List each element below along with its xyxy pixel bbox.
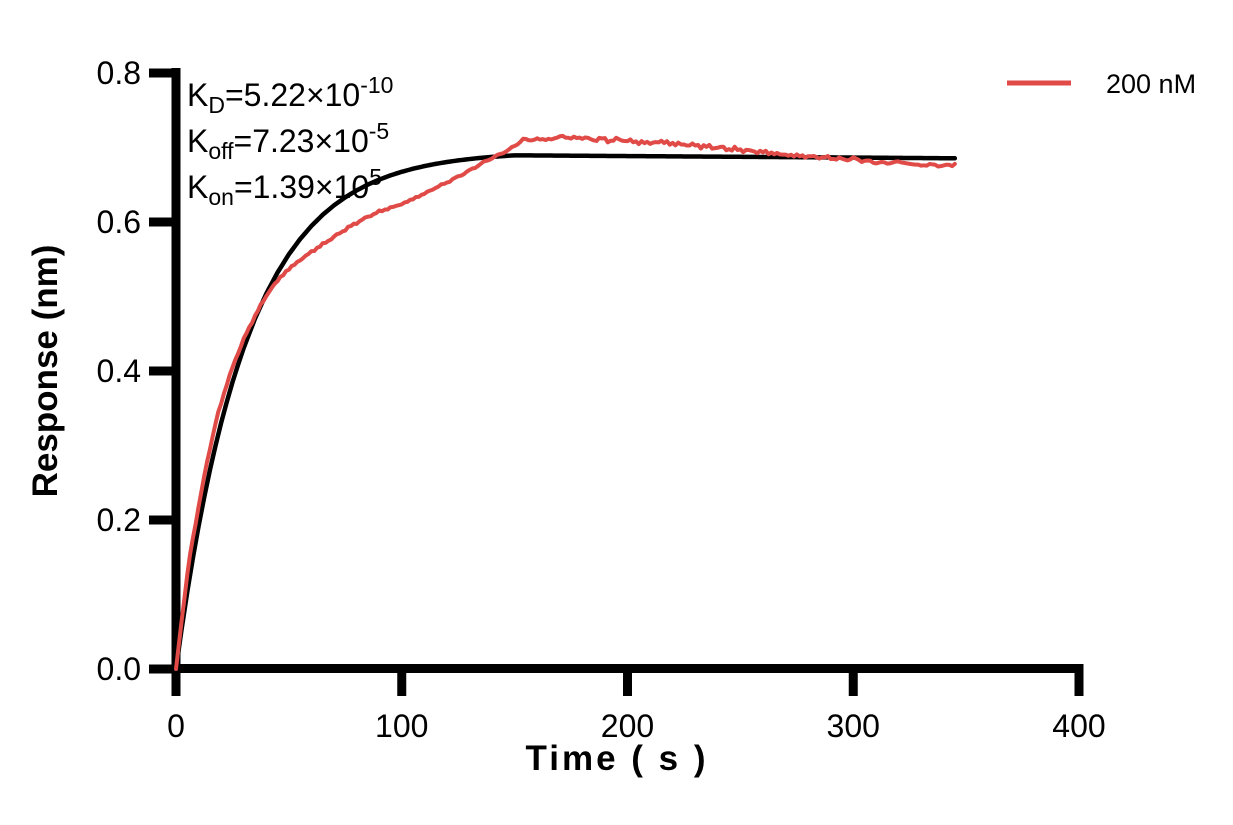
measured-curve-200nM (174, 133, 957, 671)
data-series (173, 133, 958, 672)
y-tick-label: 0.2 (97, 502, 141, 538)
y-tick-label: 0.8 (97, 55, 141, 91)
x-tick-label: 400 (1052, 708, 1105, 744)
y-tick-label: 0.0 (97, 651, 141, 687)
legend-label: 200 nM (1106, 69, 1196, 99)
y-axis-title: Response (nm) (26, 245, 65, 498)
axes: 0 100 200 300 400 0.0 0.2 0.4 0.6 0.8 (97, 55, 1106, 744)
x-tick-label: 100 (375, 708, 428, 744)
kinetic-constant-line: Kon=1.39×105 (187, 164, 382, 210)
y-tick-label: 0.4 (97, 353, 141, 389)
fit-curve (173, 153, 958, 672)
x-tick-label: 300 (827, 708, 880, 744)
x-tick-label: 0 (167, 708, 185, 744)
legend: 200 nM (1007, 69, 1196, 99)
kinetic-constant-line: Koff=7.23×10-5 (187, 118, 389, 164)
kinetic-constant-line: KD=5.22×10-10 (187, 72, 393, 118)
y-tick-label: 0.6 (97, 204, 141, 240)
x-tick-label: 200 (601, 708, 654, 744)
x-axis-title: Time ( s ) (525, 739, 708, 778)
